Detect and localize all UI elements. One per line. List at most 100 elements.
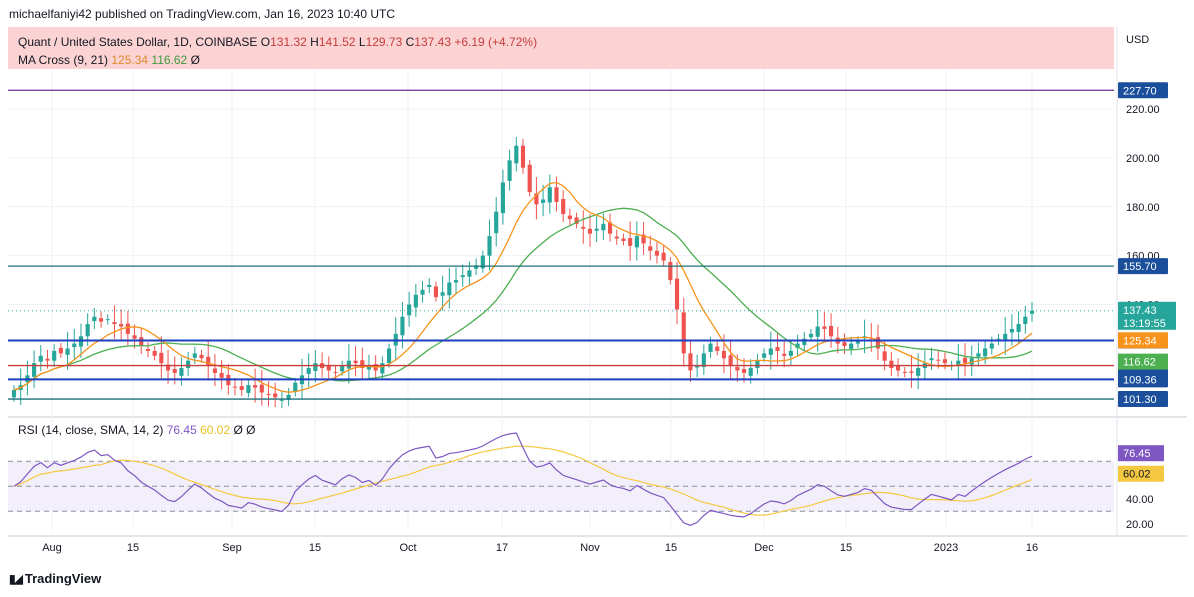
rsi-value: 76.45 — [166, 423, 197, 437]
candle-body — [735, 367, 740, 371]
candle-body — [45, 358, 50, 361]
candle-body — [855, 341, 860, 344]
candle-body — [762, 353, 767, 358]
rsi-sma-axis-bg — [1118, 465, 1164, 482]
low-label: L — [358, 35, 366, 49]
candle-body — [661, 252, 666, 261]
candle-body — [681, 312, 686, 354]
candle-body — [253, 385, 258, 388]
candle-body — [259, 384, 264, 393]
ma-extra-value: Ø — [190, 53, 200, 67]
tradingview-brand[interactable]: ▮◢ TradingView — [9, 571, 101, 586]
level-label-bg — [1118, 391, 1168, 408]
high-label: H — [310, 35, 319, 49]
candle-body — [480, 255, 485, 269]
candle-body — [654, 250, 660, 256]
candle-body — [668, 262, 673, 281]
candle-body — [842, 342, 847, 347]
candle-body — [165, 364, 171, 371]
candle-body — [701, 353, 706, 368]
candle-body — [728, 355, 733, 366]
candle-body — [360, 360, 365, 369]
candle-body — [206, 356, 211, 366]
candle-body — [983, 348, 988, 357]
candle-body — [273, 393, 278, 398]
candle-body — [788, 350, 793, 356]
candle-body — [92, 316, 97, 322]
candle-body — [527, 164, 532, 193]
x-tick-label: Dec — [754, 542, 774, 554]
candle-body — [58, 347, 63, 354]
candle-body — [822, 326, 827, 329]
y-tick-label: 200.00 — [1126, 153, 1160, 165]
candle-body — [487, 236, 492, 256]
currency-label[interactable]: USD — [1126, 34, 1150, 46]
level-label-bg — [1118, 371, 1168, 388]
rsi-tick-label: 40.00 — [1126, 494, 1154, 506]
candle-body — [989, 343, 994, 349]
candle-body — [293, 382, 298, 392]
candle-body — [407, 304, 412, 316]
candle-body — [266, 393, 271, 395]
candle-body — [453, 280, 459, 283]
candle-body — [601, 223, 606, 231]
rsi-sma-value: 60.02 — [200, 423, 231, 437]
change-value: +6.19 (+4.72%) — [454, 35, 538, 49]
candle-body — [688, 353, 693, 371]
high-value: 141.52 — [318, 35, 356, 49]
ma-label: MA Cross (9, 21) — [18, 53, 109, 67]
candle-body — [433, 286, 439, 298]
candle-body — [145, 348, 151, 351]
level-label-bg — [1118, 258, 1168, 275]
candle-body — [72, 343, 77, 348]
candle-body — [98, 318, 104, 322]
candle-body — [1009, 328, 1014, 333]
candle-body — [534, 193, 539, 205]
candle-body — [708, 343, 713, 352]
close-value: 137.43 — [414, 35, 451, 49]
candle-body — [440, 292, 445, 296]
candle-body — [279, 399, 284, 401]
open-label: O — [260, 35, 271, 49]
level-label: 101.30 — [1123, 394, 1157, 406]
candle-body — [112, 322, 117, 325]
candle-body — [212, 368, 217, 373]
x-tick-label: Aug — [42, 542, 62, 554]
candle-body — [286, 394, 291, 400]
candle-body — [413, 294, 418, 308]
x-tick-label: 2023 — [934, 542, 958, 554]
candle-body — [889, 360, 894, 369]
candle-body — [346, 360, 351, 369]
candle-body — [11, 390, 17, 398]
candle-body — [105, 319, 110, 321]
candle-body — [621, 238, 626, 241]
open-value: 131.32 — [270, 35, 307, 49]
candle-body — [232, 386, 238, 388]
ma-legend[interactable]: MA Cross (9, 21) 125.34 116.62 Ø — [18, 53, 200, 67]
candle-body — [474, 265, 479, 269]
symbol-legend[interactable]: Quant / United States Dollar, 1D, COINBA… — [18, 35, 537, 49]
candle-body — [326, 365, 331, 371]
candle-body — [648, 246, 653, 251]
candle-body — [1029, 310, 1035, 314]
candle-body — [581, 226, 586, 229]
candle-body — [427, 284, 432, 287]
level-label: 227.70 — [1123, 85, 1157, 97]
candle-body — [306, 368, 311, 374]
candle-body — [192, 353, 197, 358]
candle-body — [748, 368, 753, 376]
rsi-line — [13, 432, 1033, 526]
x-tick-label: 15 — [309, 542, 321, 554]
ma-slow-line — [13, 207, 1033, 391]
candle-body — [500, 182, 505, 214]
rsi-legend[interactable]: RSI (14, close, SMA, 14, 2) 76.45 60.02 … — [18, 423, 256, 437]
candle-body — [32, 363, 37, 377]
candle-body — [172, 369, 177, 373]
candle-body — [246, 385, 251, 393]
candle-body — [85, 324, 90, 337]
candle-body — [460, 275, 465, 278]
x-tick-label: Oct — [399, 542, 416, 554]
x-tick-label: 15 — [840, 542, 852, 554]
candle-body — [634, 236, 639, 248]
